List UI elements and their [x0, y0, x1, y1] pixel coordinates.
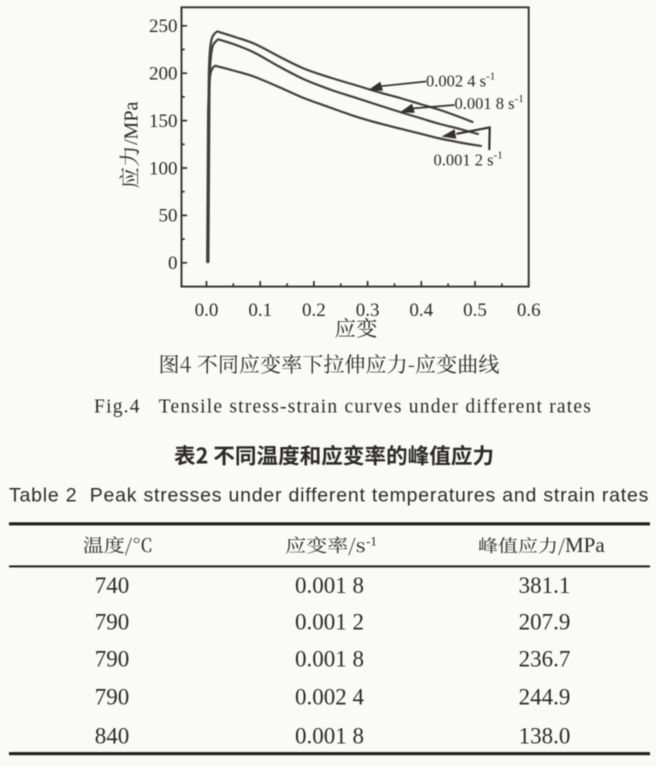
svg-text:790: 790 — [95, 610, 130, 635]
svg-text:236.7: 236.7 — [519, 647, 571, 672]
svg-text:Table 2 Peak stresses under d: Table 2 Peak stresses under different te… — [9, 484, 649, 506]
svg-text:0: 0 — [168, 253, 178, 274]
svg-text:0.5: 0.5 — [463, 300, 487, 321]
svg-text:790: 790 — [95, 647, 130, 672]
svg-text:Fig.4 Tensile stress-strain: Fig.4 Tensile stress-strain curves under… — [94, 397, 592, 418]
svg-text:840: 840 — [95, 724, 130, 749]
svg-text:138.0: 138.0 — [519, 724, 571, 749]
svg-text:0.001 8: 0.001 8 — [295, 724, 364, 749]
svg-text:0.1: 0.1 — [248, 300, 272, 321]
svg-text:250: 250 — [149, 16, 178, 37]
svg-text:207.9: 207.9 — [519, 610, 571, 635]
svg-text:0.001 2 s-1: 0.001 2 s-1 — [434, 150, 503, 170]
svg-text:0.001 2: 0.001 2 — [295, 610, 364, 635]
svg-text:0.001 8: 0.001 8 — [295, 573, 364, 598]
svg-text:/MPa: /MPa — [121, 102, 143, 145]
svg-text:150: 150 — [149, 111, 178, 132]
svg-text:740: 740 — [95, 573, 130, 598]
svg-text:0.2: 0.2 — [302, 300, 326, 321]
svg-text:200: 200 — [149, 64, 178, 85]
svg-text:100: 100 — [149, 158, 178, 179]
svg-text:MPa: MPa — [565, 533, 605, 557]
svg-text:0.0: 0.0 — [195, 300, 219, 321]
svg-text:0.002 4: 0.002 4 — [295, 685, 365, 710]
svg-text:790: 790 — [95, 685, 130, 710]
svg-text:50: 50 — [159, 206, 178, 227]
svg-text:0.001 8: 0.001 8 — [295, 647, 364, 672]
svg-text:0.002 4 s-1: 0.002 4 s-1 — [426, 71, 495, 91]
svg-text:0.3: 0.3 — [356, 300, 380, 321]
svg-text:381.1: 381.1 — [519, 573, 571, 598]
svg-text:0.4: 0.4 — [409, 300, 433, 321]
svg-text:0.6: 0.6 — [517, 300, 541, 321]
svg-text:-1: -1 — [366, 534, 377, 549]
svg-text:0.001 8 s-1: 0.001 8 s-1 — [455, 93, 524, 113]
svg-text:244.9: 244.9 — [519, 685, 571, 710]
